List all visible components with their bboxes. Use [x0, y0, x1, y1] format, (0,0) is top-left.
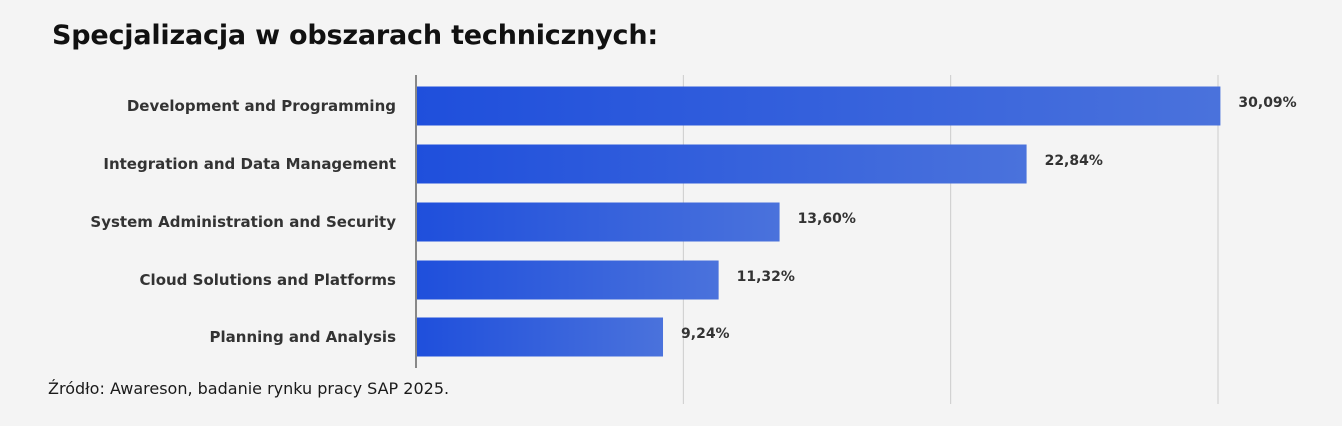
bar	[417, 144, 1027, 184]
value-label: 11,32%	[737, 269, 795, 285]
source-note: Źródło: Awareson, badanie rynku pracy SA…	[48, 379, 450, 398]
category-label: Cloud Solutions and Platforms	[140, 271, 397, 289]
bar	[417, 317, 664, 357]
category-label: System Administration and Security	[90, 213, 396, 231]
value-label: 9,24%	[681, 326, 730, 342]
value-label: 30,09%	[1238, 95, 1296, 111]
bar	[417, 86, 1221, 126]
chart-title: Specjalizacja w obszarach technicznych:	[52, 20, 658, 51]
category-label: Planning and Analysis	[210, 328, 397, 346]
bar	[417, 202, 780, 242]
bar	[417, 260, 719, 300]
value-label: 13,60%	[798, 211, 856, 227]
value-label: 22,84%	[1045, 153, 1103, 169]
category-label: Integration and Data Management	[103, 155, 396, 173]
category-label: Development and Programming	[127, 97, 396, 115]
